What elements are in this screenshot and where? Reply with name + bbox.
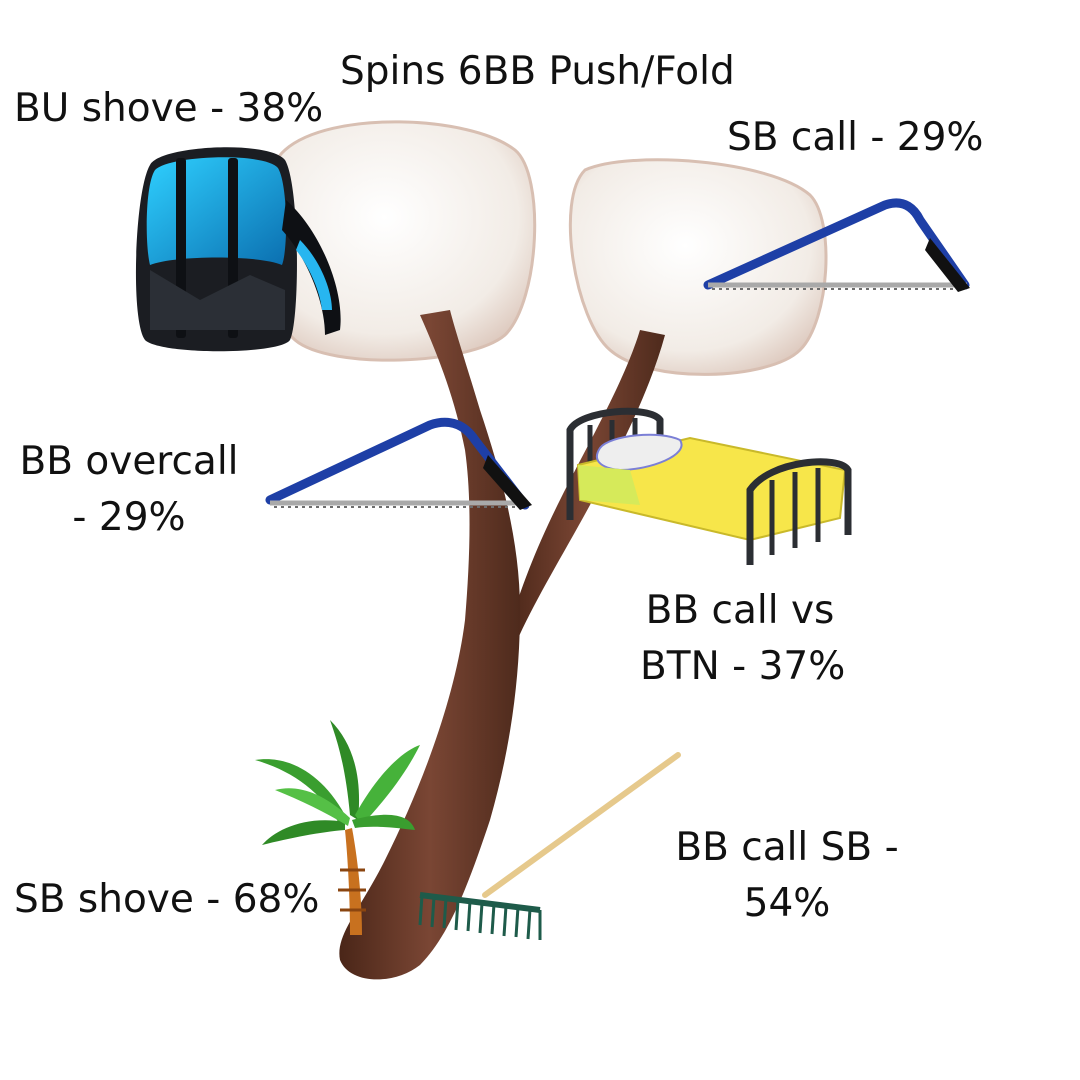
label-bb-overcall-line1: BB overcall (19, 439, 239, 484)
rake-icon (418, 752, 681, 940)
diagram-title: Spins 6BB Push/Fold (340, 49, 735, 94)
label-sb-call: SB call - 29% (727, 115, 984, 160)
backpack-icon (135, 147, 341, 352)
label-bb-call-sb-line1: BB call SB - (675, 825, 899, 870)
label-sb-shove: SB shove - 68% (14, 877, 320, 922)
label-bb-call-sb: BB call SB - 54% (672, 820, 902, 932)
saw-icon (265, 417, 532, 510)
label-bb-call-sb-line2: 54% (743, 881, 831, 926)
palm-tree-icon (255, 720, 420, 935)
label-bb-call-vs-btn-line2: BTN - 37% (640, 644, 846, 689)
saw-icon (703, 198, 970, 292)
label-bb-call-vs-btn: BB call vs BTN - 37% (640, 583, 846, 695)
bed-icon (566, 407, 852, 565)
label-bb-overcall: BB overcall - 29% (18, 434, 240, 546)
label-bu-shove: BU shove - 38% (14, 86, 324, 131)
label-bb-overcall-line2: - 29% (72, 495, 186, 540)
label-bb-call-vs-btn-line1: BB call vs (645, 588, 835, 633)
